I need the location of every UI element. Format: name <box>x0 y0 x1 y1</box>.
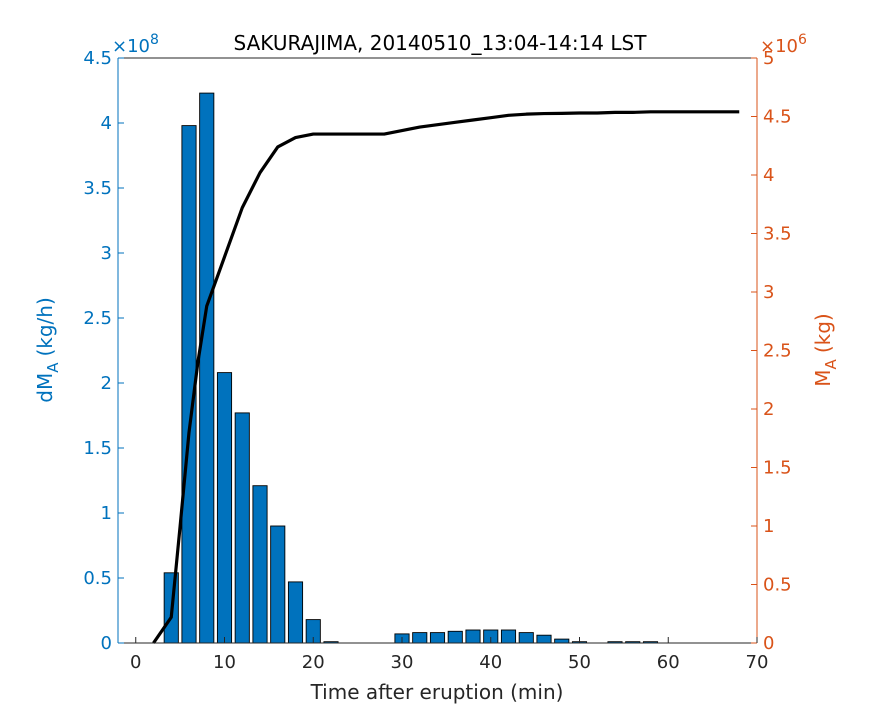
left-tick-label: 4 <box>101 113 112 134</box>
x-tick-label: 50 <box>568 652 591 673</box>
right-axis-exponent-power: 6 <box>798 32 807 48</box>
right-tick-label: 1 <box>763 516 774 537</box>
left-tick-label: 1 <box>101 503 112 524</box>
left-tick-label: 2.5 <box>83 308 112 329</box>
right-tick-label: 2 <box>763 399 774 420</box>
right-axis-label-unit: (kg) <box>811 313 835 353</box>
left-axis-label: dMA (kg/h) <box>33 297 62 403</box>
left-tick-label: 4.5 <box>83 48 112 69</box>
left-axis-exponent-base: ×10 <box>112 36 150 57</box>
right-axis-exponent-base: ×10 <box>760 36 798 57</box>
bar <box>429 632 446 644</box>
x-tick-label: 10 <box>213 652 236 673</box>
cumulative-mass-line <box>152 110 740 644</box>
x-tick-label: 40 <box>479 652 502 673</box>
right-axis-label-sub: A <box>822 358 840 369</box>
bar <box>465 629 481 644</box>
bar <box>252 485 268 644</box>
right-tick-label: 4.5 <box>763 107 792 128</box>
left-axis-exponent: ×108 <box>112 32 159 57</box>
bar <box>536 634 552 644</box>
x-tick-label: 20 <box>302 652 325 673</box>
x-axis-ticks: 0 10 20 30 40 50 60 70 <box>130 637 768 673</box>
bar <box>270 525 286 644</box>
x-tick-label: 70 <box>746 652 769 673</box>
left-tick-label: 1.5 <box>83 438 112 459</box>
x-tick-label: 0 <box>130 652 141 673</box>
bar <box>500 629 517 644</box>
left-tick-label: 2 <box>101 373 112 394</box>
bar <box>287 581 304 644</box>
left-tick-label: 0 <box>101 633 112 654</box>
left-tick-label: 0.5 <box>83 568 112 589</box>
x-axis-label: Time after eruption (min) <box>310 680 564 704</box>
bar <box>234 412 250 644</box>
left-axis-label-unit: (kg/h) <box>33 297 57 356</box>
right-axis-label-main: M <box>811 369 835 386</box>
right-axis-label: MA (kg) <box>811 313 840 386</box>
left-tick-label: 3.5 <box>83 178 112 199</box>
left-axis-ticks: 0 0.5 1 1.5 2 2.5 3 3.5 4 4.5 <box>83 48 124 654</box>
right-tick-label: 2.5 <box>763 341 792 362</box>
right-tick-label: 3.5 <box>763 224 792 245</box>
left-axis-label-main: dM <box>33 373 57 403</box>
right-axis-ticks: 0 0.5 1 1.5 2 2.5 3 3.5 4 4.5 5 <box>751 48 792 654</box>
left-tick-label: 3 <box>101 243 112 264</box>
x-tick-label: 30 <box>391 652 414 673</box>
right-tick-label: 5 <box>763 48 774 69</box>
bar <box>199 92 215 644</box>
chart-title: SAKURAJIMA, 20140510_13:04-14:14 LST <box>234 31 648 55</box>
bar-series <box>163 92 659 644</box>
x-tick-label: 60 <box>657 652 680 673</box>
right-tick-label: 3 <box>763 282 774 303</box>
right-tick-label: 4 <box>763 165 774 186</box>
bar <box>554 638 570 644</box>
left-axis-exponent-power: 8 <box>150 32 159 48</box>
line-series-layer <box>152 110 740 644</box>
right-tick-label: 0.5 <box>763 575 792 596</box>
left-axis-label-sub: A <box>44 362 62 373</box>
right-tick-label: 0 <box>763 633 774 654</box>
right-axis-exponent: ×106 <box>760 32 807 57</box>
bar <box>216 372 233 644</box>
bar <box>412 632 428 644</box>
right-tick-label: 1.5 <box>763 458 792 479</box>
bar <box>447 630 463 644</box>
bar <box>518 632 534 644</box>
